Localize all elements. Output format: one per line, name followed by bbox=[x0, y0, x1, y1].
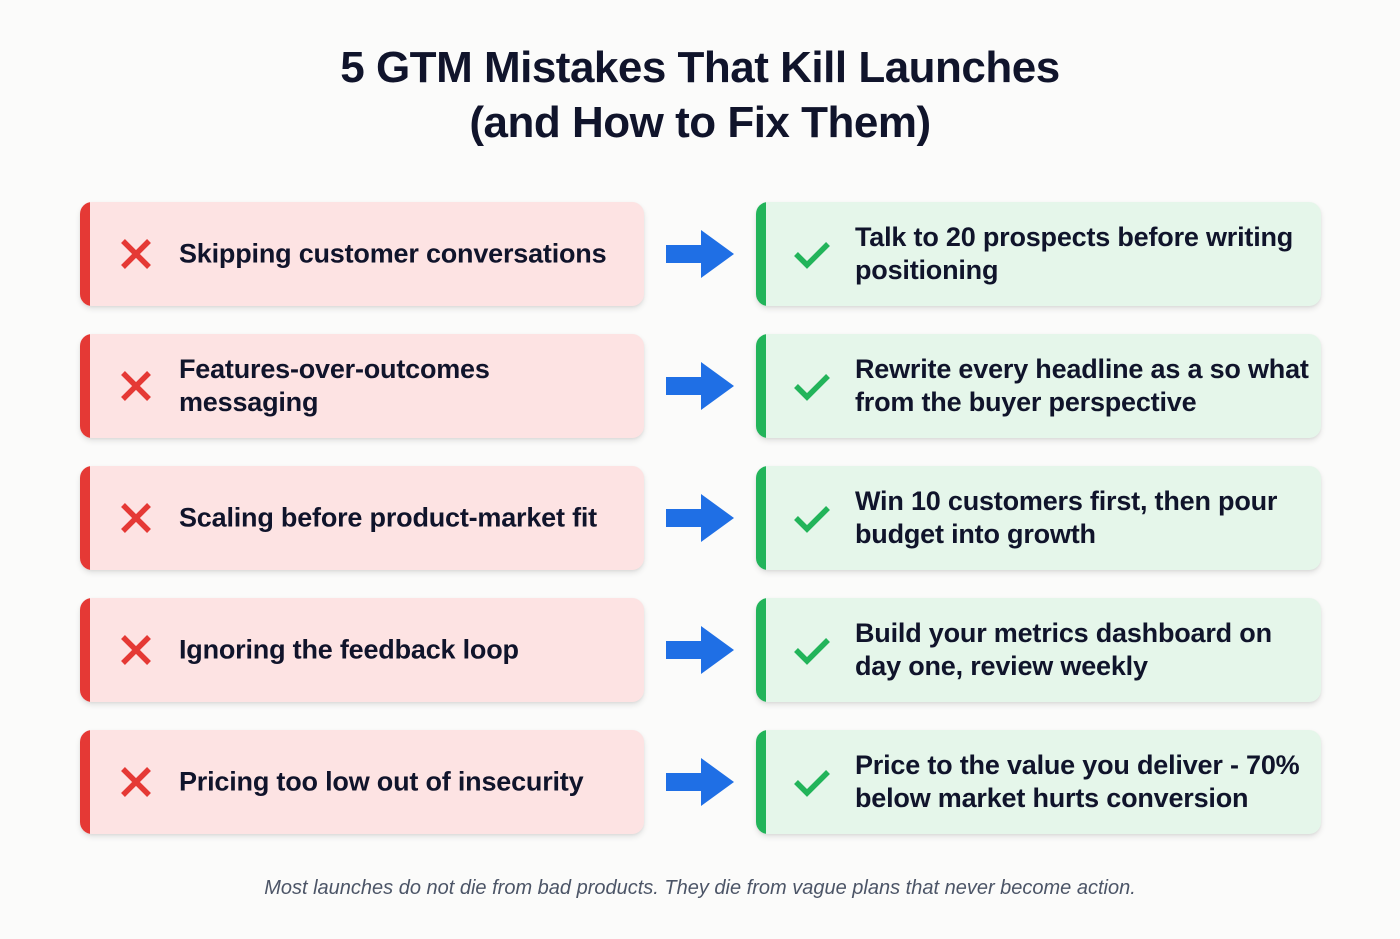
fix-accent-bar bbox=[756, 334, 766, 438]
mistake-accent-bar bbox=[80, 598, 90, 702]
x-mark-icon bbox=[121, 371, 151, 401]
mistake-fix-row: Pricing too low out of insecurity Price … bbox=[80, 730, 1321, 834]
mistake-card: Scaling before product-market fit bbox=[80, 466, 644, 570]
x-mark-icon bbox=[121, 503, 151, 533]
fix-accent-bar bbox=[756, 730, 766, 834]
mistake-fix-row: Features-over-outcomes messaging Rewrite… bbox=[80, 334, 1321, 438]
x-mark-icon bbox=[121, 239, 151, 269]
mistake-accent-bar bbox=[80, 466, 90, 570]
mistake-text: Features-over-outcomes messaging bbox=[179, 354, 490, 417]
fix-accent-bar bbox=[756, 202, 766, 306]
fix-card: Win 10 customers first, then pour budget… bbox=[756, 466, 1321, 570]
fix-text: Win 10 customers first, then pour budget… bbox=[855, 486, 1278, 549]
right-arrow-icon bbox=[666, 362, 734, 410]
mistake-card: Pricing too low out of insecurity bbox=[80, 730, 644, 834]
checkmark-icon bbox=[794, 506, 830, 533]
checkmark-icon bbox=[794, 638, 830, 665]
mistake-card: Skipping customer conversations bbox=[80, 202, 644, 306]
mistake-text: Ignoring the feedback loop bbox=[179, 634, 519, 665]
right-arrow-icon bbox=[666, 758, 734, 806]
right-arrow-icon bbox=[666, 230, 734, 278]
mistake-accent-bar bbox=[80, 334, 90, 438]
right-arrow-icon bbox=[666, 626, 734, 674]
mistake-fix-list: Skipping customer conversations Talk to … bbox=[80, 202, 1321, 862]
x-mark-icon bbox=[121, 635, 151, 665]
mistake-fix-row: Scaling before product-market fit Win 10… bbox=[80, 466, 1321, 570]
page-title: 5 GTM Mistakes That Kill Launches (and H… bbox=[0, 40, 1400, 150]
mistake-fix-row: Skipping customer conversations Talk to … bbox=[80, 202, 1321, 306]
fix-card: Build your metrics dashboard on day one,… bbox=[756, 598, 1321, 702]
fix-text: Price to the value you deliver - 70% bel… bbox=[855, 750, 1300, 813]
x-mark-icon bbox=[121, 767, 151, 797]
right-arrow-icon bbox=[666, 494, 734, 542]
checkmark-icon bbox=[794, 242, 830, 269]
fix-card: Talk to 20 prospects before writing posi… bbox=[756, 202, 1321, 306]
fix-card: Price to the value you deliver - 70% bel… bbox=[756, 730, 1321, 834]
title-line-2: (and How to Fix Them) bbox=[469, 98, 931, 147]
footer-caption: Most launches do not die from bad produc… bbox=[264, 877, 1136, 899]
fix-text: Rewrite every headline as a so what from… bbox=[855, 354, 1309, 417]
mistake-card: Features-over-outcomes messaging bbox=[80, 334, 644, 438]
mistake-text: Scaling before product-market fit bbox=[179, 502, 597, 533]
title-line-1: 5 GTM Mistakes That Kill Launches bbox=[340, 43, 1060, 92]
fix-accent-bar bbox=[756, 466, 766, 570]
mistake-fix-row: Ignoring the feedback loop Build your me… bbox=[80, 598, 1321, 702]
mistake-text: Pricing too low out of insecurity bbox=[179, 766, 584, 797]
fix-card: Rewrite every headline as a so what from… bbox=[756, 334, 1321, 438]
mistake-card: Ignoring the feedback loop bbox=[80, 598, 644, 702]
checkmark-icon bbox=[794, 770, 830, 797]
fix-accent-bar bbox=[756, 598, 766, 702]
mistake-accent-bar bbox=[80, 730, 90, 834]
fix-text: Build your metrics dashboard on day one,… bbox=[855, 618, 1272, 681]
fix-text: Talk to 20 prospects before writing posi… bbox=[855, 222, 1294, 285]
checkmark-icon bbox=[794, 374, 830, 401]
mistake-accent-bar bbox=[80, 202, 90, 306]
mistake-text: Skipping customer conversations bbox=[179, 238, 607, 269]
